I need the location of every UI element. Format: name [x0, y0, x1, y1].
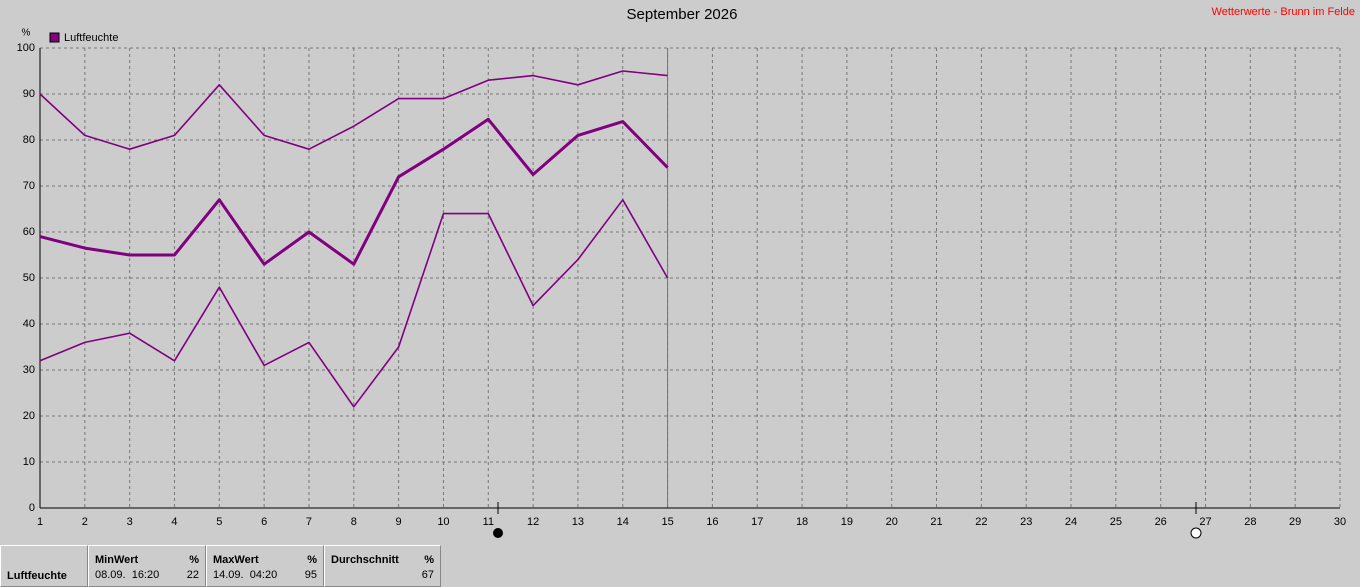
x-tick-label: 16 [706, 516, 718, 528]
chart-title: September 2026 [627, 6, 738, 23]
x-tick-label: 6 [261, 516, 267, 528]
x-tick-label: 14 [617, 516, 629, 528]
stats-title: MaxWert [213, 553, 259, 566]
y-tick-label: 80 [23, 134, 35, 146]
y-tick-label: 70 [23, 180, 35, 192]
x-tick-label: 30 [1334, 516, 1346, 528]
x-tick-label: 29 [1289, 516, 1301, 528]
line [39, 70, 668, 150]
x-tick-label: 22 [975, 516, 987, 528]
x-tick-label: 24 [1065, 516, 1077, 528]
stats-date: 08.09. 16:20 [95, 568, 160, 581]
y-axis-label: % [22, 28, 31, 39]
x-tick-label: 26 [1155, 516, 1167, 528]
x-tick-label: 4 [171, 516, 177, 528]
stats-cell: Durchschnitt% 67 [324, 545, 441, 587]
x-tick-label: 17 [751, 516, 763, 528]
x-tick-label: 13 [572, 516, 584, 528]
line [39, 117, 669, 266]
x-tick-label: 19 [841, 516, 853, 528]
stats-label: Luftfeuchte [7, 569, 67, 582]
stats-header: MinWert% [89, 552, 205, 567]
chart: September 2026 Wetterwerte - Brunn im Fe… [17, 6, 1355, 539]
x-tick-label: 11 [483, 516, 494, 528]
x-tick-label: 23 [1020, 516, 1032, 528]
stats-title: MinWert [95, 553, 139, 566]
stats-value: 22 [186, 568, 199, 581]
stats-value: 95 [304, 568, 317, 581]
y-tick-label: 100 [17, 42, 35, 54]
x-tick-label: 25 [1110, 516, 1122, 528]
legend-label: Luftfeuchte [64, 32, 118, 44]
y-tick-label: 30 [23, 364, 35, 376]
stats-label-cell: Luftfeuchte [0, 545, 88, 587]
y-tick-label: 10 [23, 456, 35, 468]
stats-title: Durchschnitt [331, 553, 399, 566]
y-tick-label: 60 [23, 226, 35, 238]
y-tick-label: 0 [29, 502, 35, 514]
y-tick-label: 20 [23, 410, 35, 422]
source: Wetterwerte - Brunn im Felde [1212, 6, 1355, 18]
y-tick-label: 40 [23, 318, 35, 330]
stats-unit: % [189, 553, 199, 566]
x-tick-label: 28 [1244, 516, 1256, 528]
x-tick-label: 7 [306, 516, 312, 528]
stats-date: 14.09. 04:20 [213, 568, 278, 581]
x-tick-label: 8 [351, 516, 357, 528]
x-tick-label: 20 [886, 516, 898, 528]
x-tick-label: 12 [527, 516, 539, 528]
stats-value: 67 [421, 568, 434, 581]
line [39, 199, 669, 408]
x-tick-label: 27 [1199, 516, 1211, 528]
x-tick-label: 2 [82, 516, 88, 528]
stats-row: 14.09. 04:20 95 [207, 567, 323, 582]
stats-row: 67 [325, 567, 440, 582]
x-tick-label: 1 [37, 516, 43, 528]
stats-header: Durchschnitt% [325, 552, 440, 567]
y-tick-label: 90 [23, 88, 35, 100]
x-tick-label: 5 [216, 516, 222, 528]
x-tick-label: 3 [127, 516, 133, 528]
x-tick-label: 18 [796, 516, 808, 528]
stats-unit: % [424, 553, 434, 566]
stats-unit: % [307, 553, 317, 566]
stats-row: 08.09. 16:20 22 [89, 567, 205, 582]
x-tick-label: 9 [396, 516, 402, 528]
full-moon [493, 528, 503, 538]
x-tick-label: 15 [661, 516, 673, 528]
legend-swatch [49, 32, 60, 43]
stats-cell: MinWert% 08.09. 16:20 22 [88, 545, 206, 587]
new-moon [1190, 527, 1202, 539]
x-tick-label: 10 [437, 516, 449, 528]
x-tick-label: 21 [930, 516, 942, 528]
y-tick-label: 50 [23, 272, 35, 284]
stats-header: MaxWert% [207, 552, 323, 567]
stats-table: Luftfeuchte MinWert% 08.09. 16:20 22 MaxWer… [0, 545, 441, 587]
stats-cell: MaxWert% 14.09. 04:20 95 [206, 545, 324, 587]
